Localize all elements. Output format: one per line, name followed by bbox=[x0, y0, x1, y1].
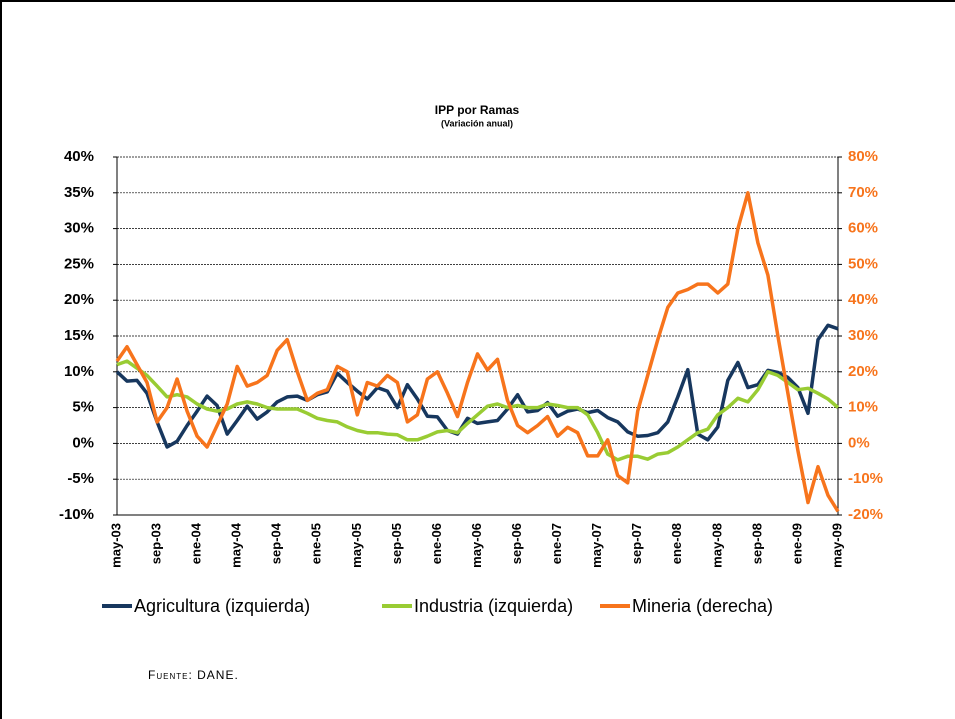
legend-label: Mineria (derecha) bbox=[632, 596, 773, 616]
y-tick-label: 0% bbox=[72, 434, 94, 451]
source-note: Fuente: DANE. bbox=[148, 668, 239, 682]
legend-label: Industria (izquierda) bbox=[414, 596, 573, 616]
y2-tick-label: 40% bbox=[848, 291, 878, 308]
x-tick-label: ene-05 bbox=[309, 523, 324, 564]
x-tick-label: may-06 bbox=[469, 523, 484, 568]
y-tick-label: 10% bbox=[64, 363, 94, 380]
x-tick-label: sep-08 bbox=[749, 523, 764, 564]
series-line bbox=[115, 191, 840, 513]
y2-tick-label: 10% bbox=[848, 399, 878, 416]
x-tick-label: ene-04 bbox=[189, 522, 204, 564]
y2-tick-label: 60% bbox=[848, 220, 878, 237]
y2-tick-label: 70% bbox=[848, 184, 878, 201]
x-tick-label: may-08 bbox=[709, 523, 724, 568]
x-tick-label: ene-08 bbox=[669, 523, 684, 564]
chart-title: IPP por Ramas bbox=[435, 103, 520, 117]
x-tick-label: may-03 bbox=[108, 523, 123, 568]
y2-tick-label: 20% bbox=[848, 363, 878, 380]
y2-tick-label: 50% bbox=[848, 255, 878, 272]
y2-tick-label: -20% bbox=[848, 506, 883, 523]
y2-tick-label: 80% bbox=[848, 148, 878, 165]
x-tick-label: sep-03 bbox=[148, 523, 163, 564]
x-tick-label: ene-09 bbox=[789, 523, 804, 564]
y2-tick-label: 0% bbox=[848, 434, 870, 451]
y-tick-label: 30% bbox=[64, 220, 94, 237]
x-tick-label: may-09 bbox=[829, 523, 844, 568]
y2-tick-label: 30% bbox=[848, 327, 878, 344]
y-tick-label: 25% bbox=[64, 255, 94, 272]
x-tick-label: may-05 bbox=[349, 523, 364, 568]
x-tick-label: ene-06 bbox=[429, 523, 444, 564]
chart-subtitle: (Variación anual) bbox=[441, 118, 513, 128]
y-tick-label: 35% bbox=[64, 184, 94, 201]
y-tick-label: -5% bbox=[67, 470, 94, 487]
y-tick-label: -10% bbox=[59, 506, 94, 523]
x-tick-label: ene-07 bbox=[549, 523, 564, 564]
y-tick-label: 5% bbox=[72, 399, 94, 416]
y-tick-label: 40% bbox=[64, 148, 94, 165]
x-tick-label: sep-04 bbox=[269, 522, 284, 564]
legend-label: Agricultura (izquierda) bbox=[134, 596, 310, 616]
x-tick-label: sep-06 bbox=[509, 523, 524, 564]
y-tick-label: 15% bbox=[64, 327, 94, 344]
y2-tick-label: -10% bbox=[848, 470, 883, 487]
series-line bbox=[115, 323, 839, 449]
series-line bbox=[116, 359, 840, 462]
x-tick-label: sep-07 bbox=[629, 523, 644, 564]
x-tick-label: sep-05 bbox=[389, 523, 404, 564]
x-tick-label: may-04 bbox=[229, 522, 244, 568]
y-tick-label: 20% bbox=[64, 291, 94, 308]
x-tick-label: may-07 bbox=[589, 523, 604, 568]
